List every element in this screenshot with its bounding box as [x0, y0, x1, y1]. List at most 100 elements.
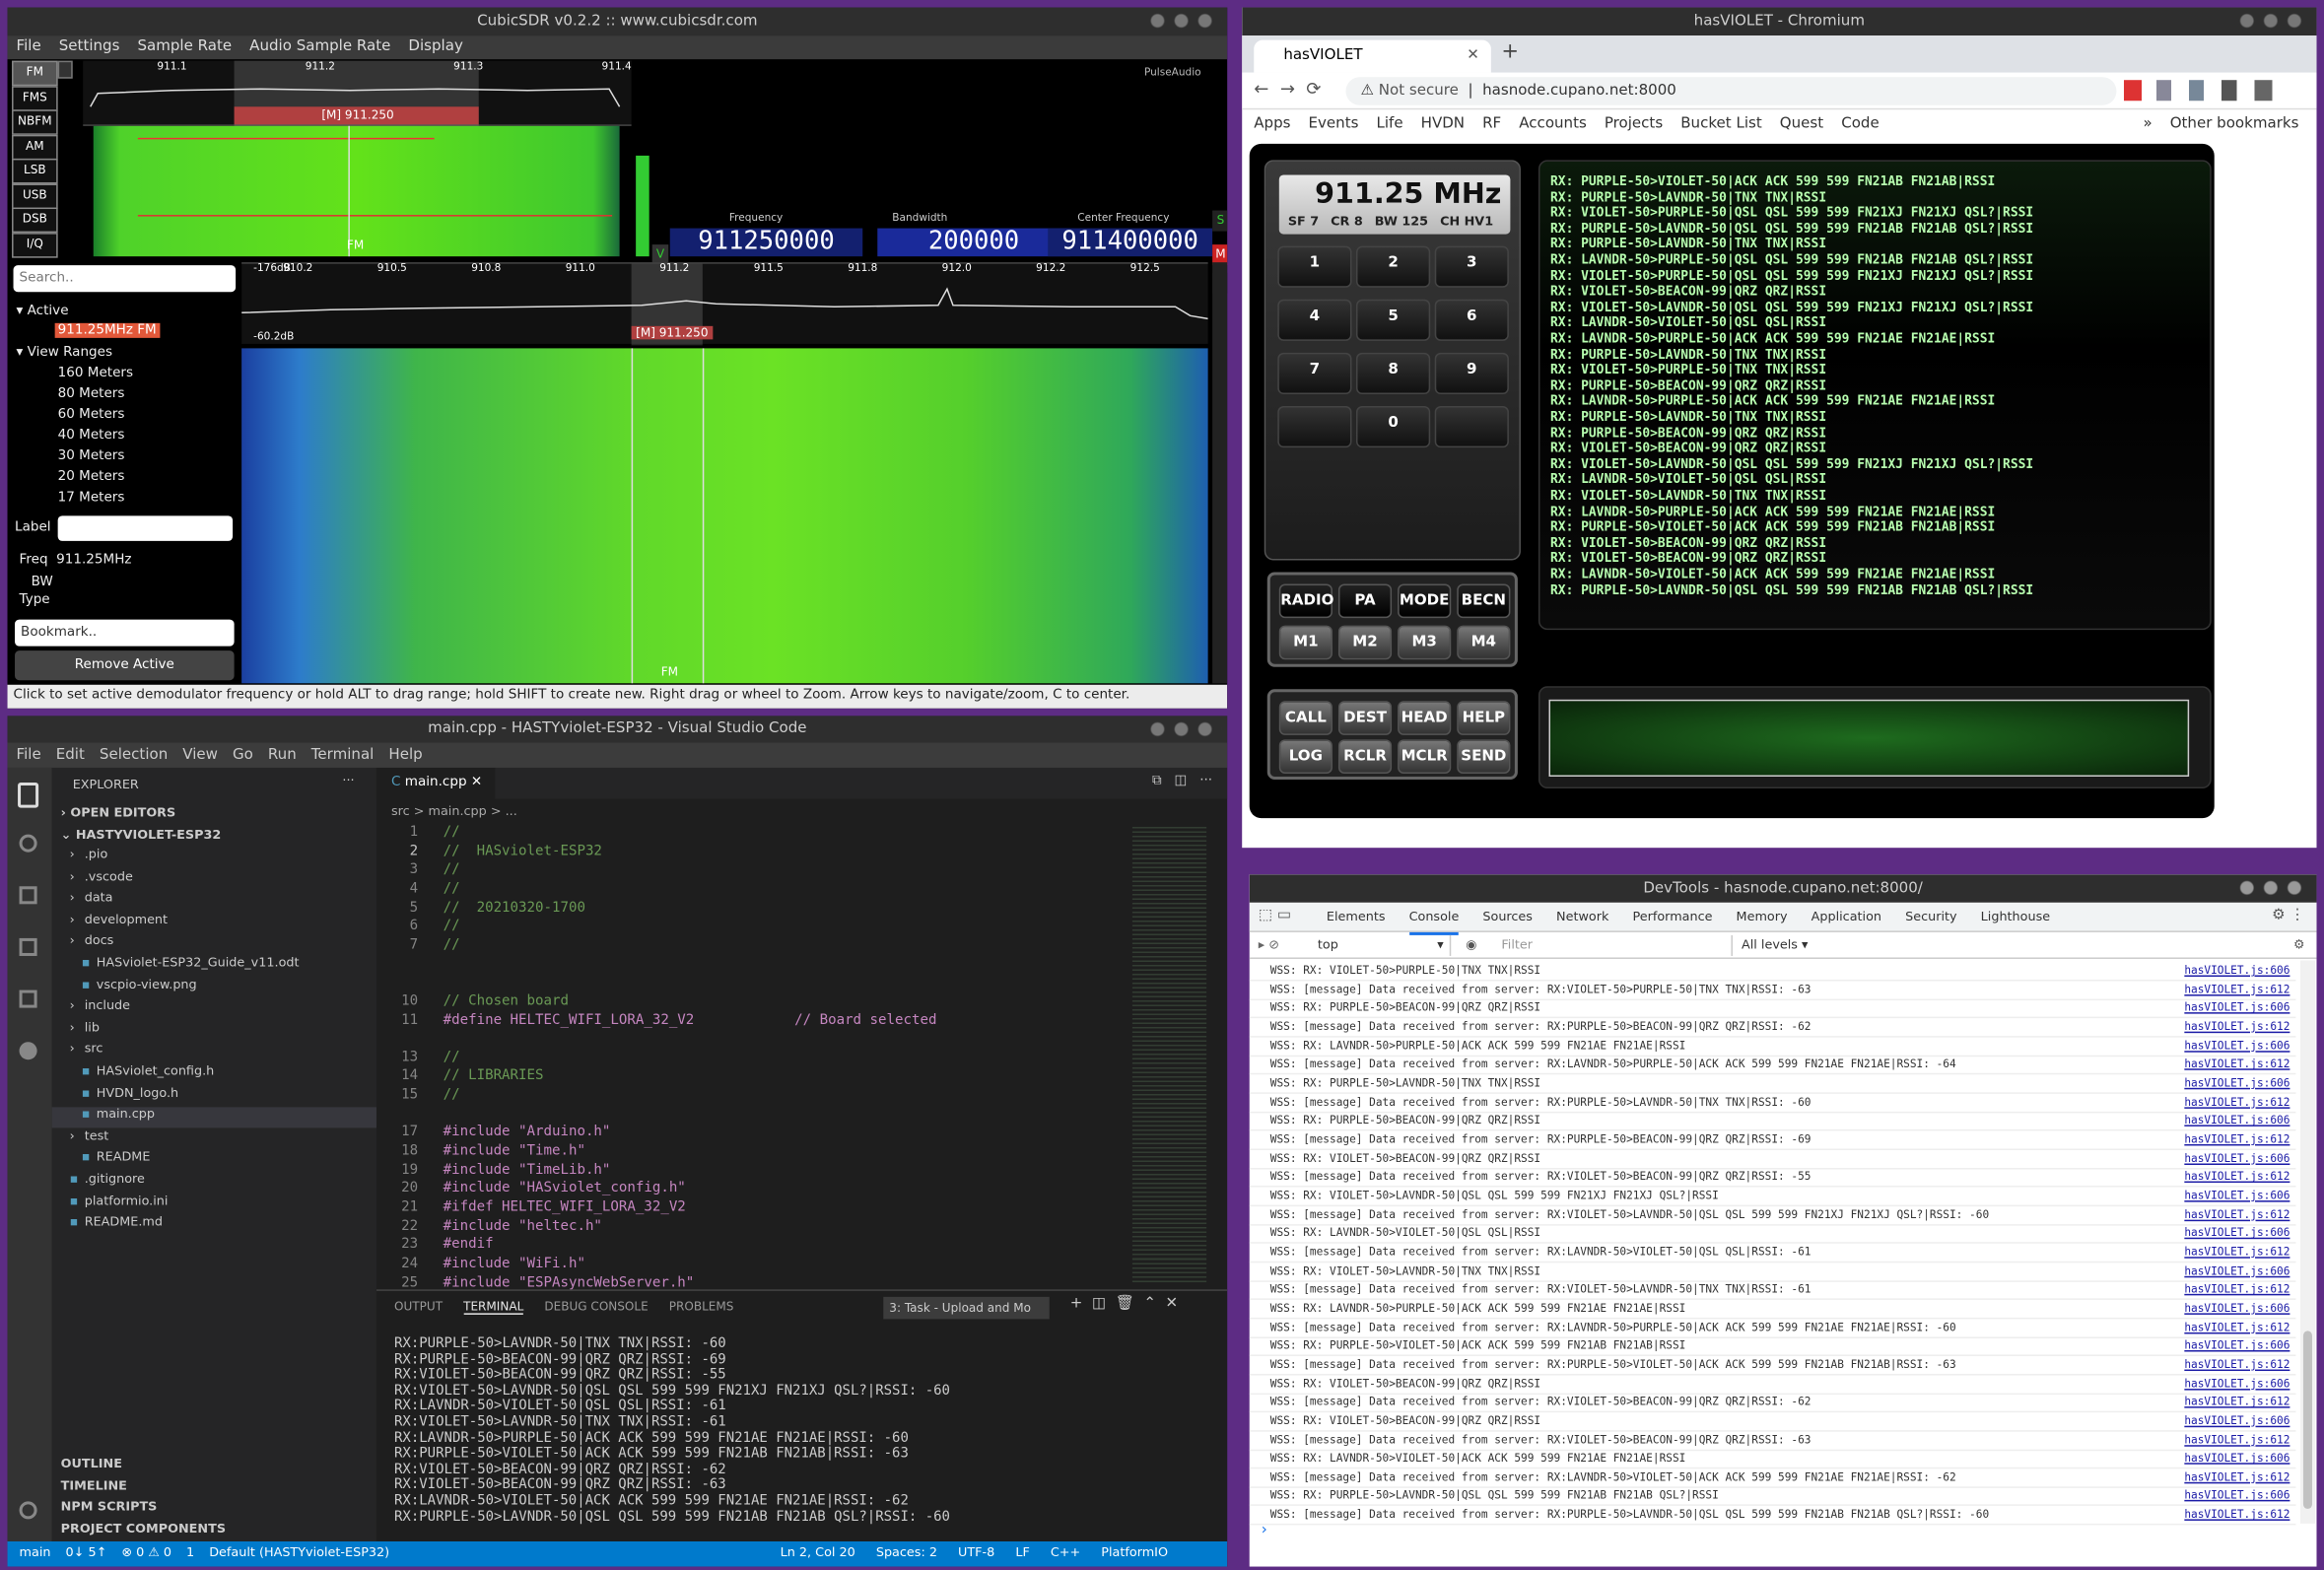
menu-item[interactable]: View	[182, 746, 218, 764]
platformio-icon[interactable]	[19, 1042, 37, 1060]
console-source[interactable]: hasVIOLET.js:612	[2184, 1169, 2290, 1184]
settings-icon[interactable]	[19, 1501, 37, 1520]
keypad-button[interactable]: 5	[1356, 299, 1431, 341]
bookmark[interactable]: HVDN	[1420, 115, 1466, 132]
app-button[interactable]: M2	[1337, 625, 1393, 660]
keypad-button[interactable]: 1	[1277, 245, 1352, 288]
settings[interactable]: ⚙ ⋮	[2272, 907, 2305, 923]
window-controls[interactable]	[2239, 13, 2311, 31]
mode-button[interactable]: DSB	[12, 207, 58, 234]
levels[interactable]: All levels ▾	[1741, 937, 1809, 953]
console-source[interactable]: hasVIOLET.js:606	[2184, 1113, 2290, 1127]
console-source[interactable]: hasVIOLET.js:612	[2184, 1395, 2290, 1408]
more[interactable]: ···	[342, 773, 355, 789]
keypad-button[interactable]	[1277, 406, 1352, 448]
search-icon[interactable]	[19, 834, 37, 853]
panel-tab[interactable]: OUTPUT	[394, 1299, 444, 1314]
tree-row[interactable]: ▪ README	[82, 1151, 151, 1166]
devtools-tab[interactable]: Performance	[1632, 910, 1713, 925]
tree-row[interactable]: ▪ README.md	[70, 1215, 163, 1230]
console-source[interactable]: hasVIOLET.js:606	[2184, 1188, 2290, 1202]
devtools-tab[interactable]: Lighthouse	[1980, 910, 2051, 925]
app-button[interactable]: PA	[1337, 583, 1393, 619]
bookmark[interactable]: Code	[1841, 115, 1880, 132]
message-input[interactable]	[1548, 699, 2190, 778]
menu-item[interactable]: Run	[267, 746, 297, 764]
console-source[interactable]: hasVIOLET.js:606	[2184, 1150, 2290, 1165]
side-key[interactable]: V	[651, 244, 669, 266]
range-item[interactable]: 17 Meters	[57, 490, 125, 506]
menu-item[interactable]: Edit	[55, 746, 85, 764]
console-source[interactable]: hasVIOLET.js:612	[2184, 982, 2290, 996]
tree-row[interactable]: ▪ .gitignore	[70, 1173, 145, 1188]
console-source[interactable]: hasVIOLET.js:606	[2184, 1301, 2290, 1315]
tree-row[interactable]: › test	[70, 1129, 109, 1144]
window-controls[interactable]	[1149, 13, 1222, 31]
status-item[interactable]: 1	[186, 1545, 195, 1561]
menu-item[interactable]: File	[16, 746, 41, 764]
console-source[interactable]: hasVIOLET.js:606	[2184, 963, 2290, 978]
keypad-button[interactable]: 9	[1434, 352, 1509, 395]
play-button[interactable]	[57, 60, 73, 79]
tree-row[interactable]: ▪ main.cpp	[82, 1108, 155, 1123]
sidebar-section[interactable]: TIMELINE	[60, 1478, 127, 1494]
console-source[interactable]: hasVIOLET.js:606	[2184, 1000, 2290, 1015]
tree-row[interactable]: › .pio	[70, 848, 108, 862]
app-button[interactable]: HELP	[1457, 701, 1511, 735]
debug-icon[interactable]	[19, 937, 37, 956]
tree-row[interactable]: › lib	[70, 1021, 100, 1036]
status-item[interactable]: 0↓ 5↑	[65, 1545, 107, 1561]
console-source[interactable]: hasVIOLET.js:612	[2184, 1469, 2290, 1484]
tree-row[interactable]: › .vscode	[70, 869, 133, 884]
menu-item[interactable]: Go	[233, 746, 253, 764]
inspect-icons[interactable]: ⬚ ▭	[1258, 907, 1291, 923]
console-source[interactable]: hasVIOLET.js:612	[2184, 1282, 2290, 1296]
menu-item[interactable]: Help	[388, 746, 423, 764]
menu-item[interactable]: Sample Rate	[137, 38, 233, 55]
console-source[interactable]: hasVIOLET.js:606	[2184, 1376, 2290, 1390]
devtools-tab[interactable]: Memory	[1736, 910, 1788, 925]
section[interactable]: › OPEN EDITORS	[60, 806, 176, 822]
app-button[interactable]: SEND	[1457, 739, 1511, 774]
extensions[interactable]	[2123, 80, 2302, 102]
new-tab[interactable]: +	[1501, 39, 1520, 64]
keypad-button[interactable]: 0	[1356, 406, 1431, 448]
console-source[interactable]: hasVIOLET.js:606	[2184, 1338, 2290, 1352]
window-controls[interactable]	[2239, 880, 2311, 897]
extensions-icon[interactable]	[19, 990, 37, 1008]
status-item[interactable]: C++	[1050, 1545, 1081, 1561]
section[interactable]: ⌄ HASTYVIOLET-ESP32	[60, 828, 222, 844]
range-item[interactable]: 80 Meters	[57, 386, 125, 402]
filter-input[interactable]: Filter	[1495, 934, 1733, 956]
bookmark[interactable]: Accounts	[1519, 115, 1587, 132]
tree-row[interactable]: ▪ HVDN_logo.h	[82, 1086, 178, 1101]
side-key[interactable]: S	[1212, 210, 1228, 232]
console-source[interactable]: hasVIOLET.js:612	[2184, 1357, 2290, 1371]
tab[interactable]: hasVIOLET ✕	[1254, 39, 1491, 73]
mode-button[interactable]: FMS	[12, 85, 58, 111]
panel-actions[interactable]: + ◫ 🗑 ⌃ ✕	[1069, 1295, 1179, 1312]
bookmark[interactable]: RF	[1482, 115, 1502, 132]
console-source[interactable]: hasVIOLET.js:612	[2184, 1432, 2290, 1446]
tree-node[interactable]: ▾ View Ranges	[16, 345, 113, 361]
tree-row[interactable]: ▪ HASviolet-ESP32_Guide_v11.odt	[82, 956, 300, 971]
label-input[interactable]	[57, 515, 234, 541]
console-source[interactable]: hasVIOLET.js:606	[2184, 1075, 2290, 1090]
console-source[interactable]: hasVIOLET.js:606	[2184, 1488, 2290, 1503]
console-source[interactable]: hasVIOLET.js:612	[2184, 1057, 2290, 1071]
tree-row[interactable]: › docs	[70, 934, 114, 949]
side-key[interactable]: M	[1212, 244, 1228, 266]
console-source[interactable]: hasVIOLET.js:612	[2184, 1206, 2290, 1221]
devtools-tab[interactable]: Security	[1905, 910, 1957, 925]
remove-active-button[interactable]: Remove Active	[15, 650, 235, 681]
sidebar-section[interactable]: OUTLINE	[60, 1457, 122, 1472]
mode-button[interactable]: AM	[12, 134, 58, 160]
mode-button[interactable]: NBFM	[12, 109, 58, 135]
devtools-tab[interactable]: Sources	[1482, 910, 1533, 925]
sidebar-section[interactable]: NPM SCRIPTS	[60, 1500, 158, 1516]
tree-node[interactable]: ▾ Active	[16, 304, 69, 319]
bookmark[interactable]: Bucket List	[1680, 115, 1762, 132]
panel-tab[interactable]: PROBLEMS	[668, 1299, 734, 1314]
app-button[interactable]: HEAD	[1398, 701, 1452, 735]
status-item[interactable]: Ln 2, Col 20	[780, 1545, 855, 1561]
